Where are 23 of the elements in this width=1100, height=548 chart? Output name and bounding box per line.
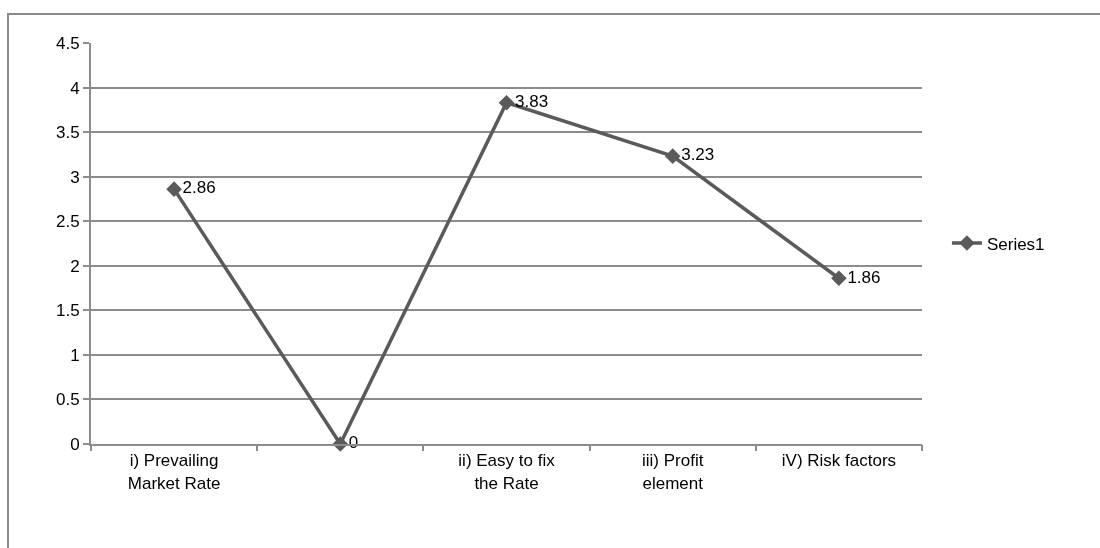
y-tick-label: 1.5 xyxy=(55,301,80,321)
legend-label: Series1 xyxy=(986,234,1045,254)
y-tick-label: 0 xyxy=(70,434,80,454)
point xyxy=(166,181,182,197)
data-label: 1.86 xyxy=(847,267,881,287)
x-tick-label: i) Prevailing Market Rate xyxy=(127,451,221,493)
y-tick-label: 1 xyxy=(70,345,80,365)
x-tick-label: iV) Risk factors xyxy=(781,451,897,471)
y-tick-label: 4 xyxy=(70,78,80,98)
data-label: 3.23 xyxy=(681,145,715,165)
x-tick-label: iii) Profit element xyxy=(642,451,704,493)
point xyxy=(831,270,847,287)
point xyxy=(498,94,515,111)
y-tick-label: 0.5 xyxy=(55,390,80,410)
y-tick-label: 4.5 xyxy=(55,33,80,53)
data-label: 2.86 xyxy=(182,178,216,198)
data-label: 3.83 xyxy=(515,91,549,111)
x-tick-label: ii) Easy to fix the Rate xyxy=(458,451,556,493)
y-tick-label: 2.5 xyxy=(55,212,80,232)
point xyxy=(664,148,681,164)
y-tick-label: 3.5 xyxy=(55,123,80,143)
y-tick-label: 2 xyxy=(70,256,80,276)
y-tick-label: 3 xyxy=(70,167,80,187)
